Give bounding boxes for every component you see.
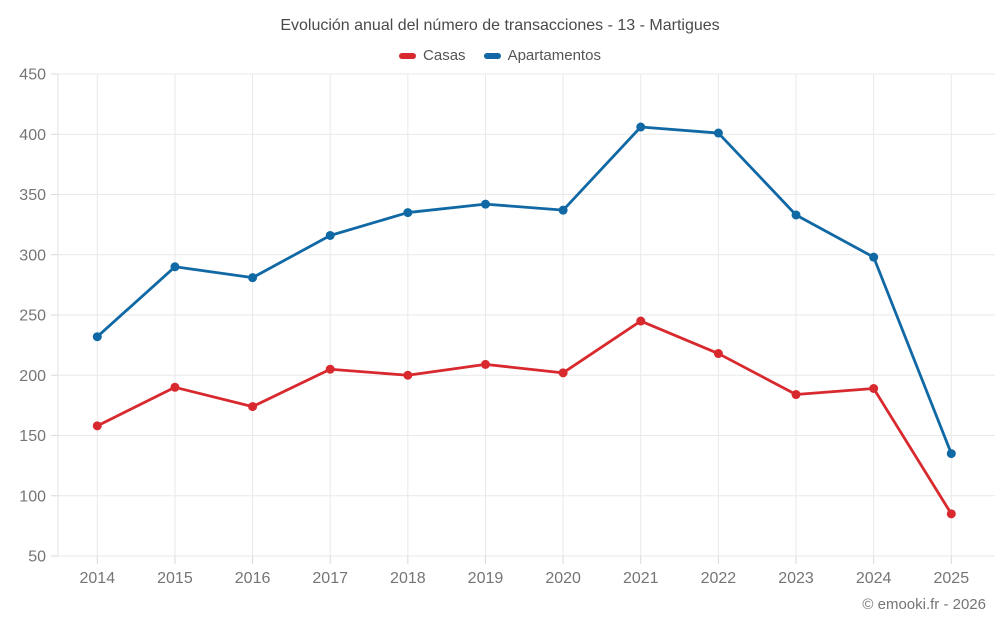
data-point-apartamentos-2021[interactable]: [636, 122, 646, 132]
y-axis-label: 250: [19, 308, 46, 325]
x-axis-label: 2020: [545, 570, 581, 587]
data-point-apartamentos-2019[interactable]: [480, 199, 490, 209]
data-point-apartamentos-2020[interactable]: [558, 205, 568, 215]
legend-swatch-apartamentos: [483, 52, 501, 59]
footer-credit: © emooki.fr - 2026: [862, 596, 986, 613]
data-point-casas-2014[interactable]: [92, 421, 102, 431]
legend-item-casas[interactable]: Casas: [399, 47, 466, 64]
data-point-casas-2018[interactable]: [403, 370, 413, 380]
data-point-casas-2015[interactable]: [170, 382, 180, 392]
x-axis-label: 2024: [856, 570, 892, 587]
series-line-apartamentos: [95, 125, 953, 455]
x-axis-label: 2023: [778, 570, 814, 587]
chart-legend: Casas Apartamentos: [0, 47, 1000, 64]
data-point-apartamentos-2022[interactable]: [713, 128, 723, 138]
data-point-casas-2020[interactable]: [558, 368, 568, 378]
x-axis-label: 2019: [468, 570, 504, 587]
y-axis-label: 450: [19, 67, 46, 84]
data-point-casas-2019[interactable]: [480, 359, 490, 369]
x-axis-label: 2014: [80, 570, 116, 587]
y-axis-label: 150: [19, 428, 46, 445]
data-point-casas-2024[interactable]: [869, 384, 879, 394]
x-axis-label: 2021: [623, 570, 659, 587]
data-point-casas-2021[interactable]: [636, 316, 646, 326]
legend-item-apartamentos[interactable]: Apartamentos: [483, 47, 601, 64]
data-point-apartamentos-2015[interactable]: [170, 262, 180, 272]
data-point-casas-2017[interactable]: [325, 364, 335, 374]
data-point-apartamentos-2023[interactable]: [791, 210, 801, 220]
data-point-casas-2023[interactable]: [791, 390, 801, 400]
x-axis-label: 2022: [701, 570, 737, 587]
y-axis-label: 100: [19, 488, 46, 505]
data-point-apartamentos-2018[interactable]: [403, 208, 413, 218]
x-axis-label: 2018: [390, 570, 426, 587]
data-point-casas-2016[interactable]: [248, 402, 258, 412]
data-point-casas-2025[interactable]: [946, 509, 956, 519]
chart-title: Evolución anual del número de transaccio…: [280, 17, 720, 34]
x-axis-label: 2017: [312, 570, 348, 587]
y-axis-label: 350: [19, 187, 46, 204]
y-axis-label: 300: [19, 247, 46, 264]
data-point-apartamentos-2025[interactable]: [946, 449, 956, 459]
data-point-apartamentos-2014[interactable]: [92, 332, 102, 342]
y-axis-label: 50: [28, 549, 46, 566]
series-line-casas: [95, 319, 953, 516]
legend-label-apartamentos: Apartamentos: [507, 47, 601, 64]
data-point-apartamentos-2017[interactable]: [325, 230, 335, 240]
data-point-apartamentos-2024[interactable]: [869, 252, 879, 262]
data-point-casas-2022[interactable]: [713, 349, 723, 359]
y-axis-label: 200: [19, 368, 46, 385]
data-point-apartamentos-2016[interactable]: [248, 273, 258, 283]
legend-swatch-casas: [399, 52, 417, 59]
legend-label-casas: Casas: [423, 47, 466, 64]
y-axis-label: 400: [19, 127, 46, 144]
x-axis-label: 2016: [235, 570, 271, 587]
x-axis-label: 2025: [934, 570, 970, 587]
x-axis-label: 2015: [157, 570, 193, 587]
